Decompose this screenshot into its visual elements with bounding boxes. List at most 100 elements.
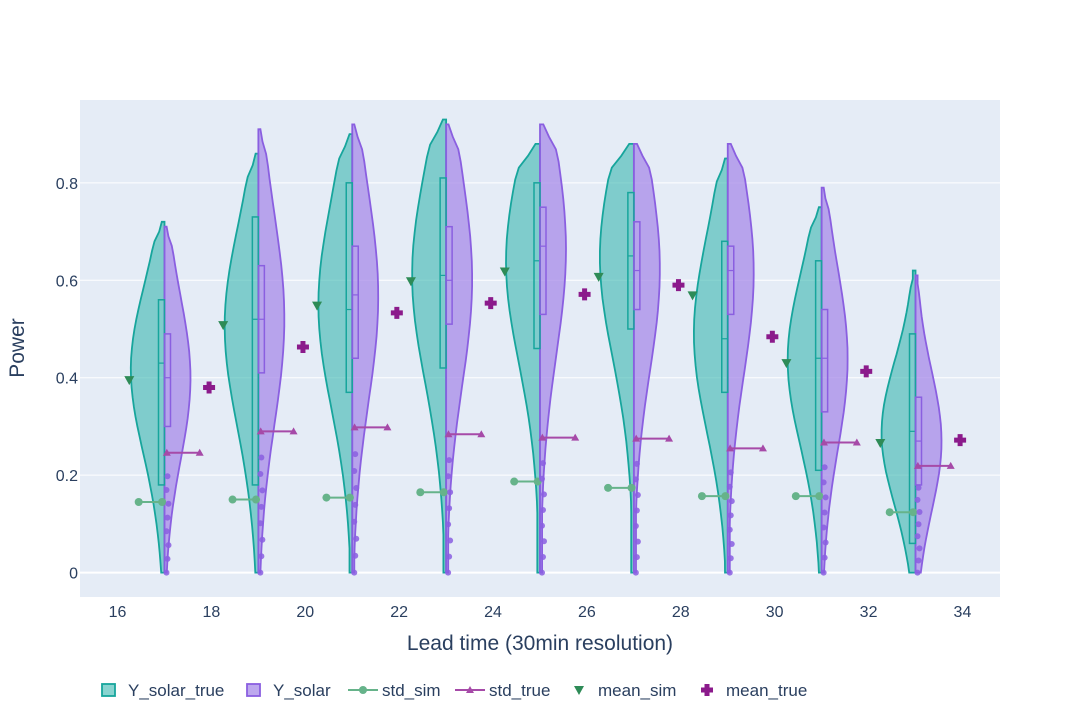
legend-item: Y_solar_true — [101, 681, 224, 700]
x-tick-label: 22 — [390, 604, 408, 621]
x-tick-label: 20 — [296, 604, 314, 621]
y-tick-label: 0.4 — [56, 371, 78, 388]
outlier-point — [914, 569, 921, 576]
outlier-point — [540, 507, 546, 513]
marker-series — [124, 267, 967, 576]
outlier-point — [447, 489, 454, 496]
outlier-point — [445, 473, 452, 480]
std-sim-point — [510, 477, 519, 486]
std-true-point — [350, 423, 359, 431]
outlier-point — [541, 491, 547, 498]
outlier-point — [915, 484, 922, 491]
std-sim-point — [815, 492, 824, 501]
std-sim-point — [627, 483, 636, 492]
outlier-point — [163, 528, 170, 535]
std-sim-point — [416, 488, 425, 497]
violin-solar — [257, 128, 286, 574]
outlier-point — [352, 451, 359, 458]
outlier-point — [447, 537, 454, 544]
mean-sim-point — [499, 267, 510, 277]
std-sim-point — [721, 492, 730, 501]
mean-sim-point — [124, 376, 135, 386]
std-sim-point — [439, 488, 448, 497]
violin-solar-true — [129, 220, 166, 574]
outlier-point — [539, 569, 545, 576]
mean-true-point — [390, 306, 403, 319]
outlier-point — [822, 539, 829, 546]
outlier-point — [632, 569, 639, 576]
std-sim-point — [228, 495, 237, 504]
x-axis-ticks: 16 18 20 22 24 26 28 30 32 34 — [109, 604, 972, 621]
outlier-point — [916, 545, 923, 552]
violin-solar-true — [786, 206, 823, 574]
outlier-point — [914, 533, 921, 540]
std-true-point — [665, 434, 674, 442]
outlier-point — [446, 505, 453, 512]
outlier-point — [446, 553, 453, 560]
legend-marker-mean-true — [701, 684, 713, 696]
std-true-point — [195, 448, 204, 456]
x-tick-label: 30 — [766, 604, 784, 621]
x-tick-label: 34 — [954, 604, 972, 621]
std-sim-point — [252, 495, 261, 504]
outlier-point — [353, 485, 360, 491]
outlier-point — [726, 569, 733, 576]
mean-sim-point — [405, 277, 416, 287]
mean-true-point — [954, 434, 967, 447]
std-true-point — [162, 448, 171, 456]
legend-label: Y_solar — [273, 681, 331, 700]
y-tick-label: 0 — [69, 566, 78, 583]
outlier-point — [726, 483, 733, 490]
x-tick-label: 28 — [672, 604, 690, 621]
legend-item: std_true — [455, 681, 550, 700]
outlier-point — [165, 500, 172, 507]
std-true-point — [946, 461, 955, 469]
legend-marker-mean-sim — [574, 686, 584, 695]
std-true-point — [852, 438, 861, 446]
x-tick-label: 18 — [203, 604, 221, 621]
legend-label: std_sim — [382, 681, 441, 700]
outlier-point — [821, 554, 828, 561]
outlier-point — [258, 553, 265, 560]
mean-sim-point — [593, 272, 604, 282]
outlier-point — [445, 521, 452, 528]
std-true-point — [571, 433, 580, 441]
std-sim-point — [345, 493, 354, 502]
std-sim-point — [697, 492, 706, 501]
box-solar-true — [721, 240, 729, 394]
std-true-point — [819, 438, 828, 446]
y-tick-label: 0.8 — [56, 176, 78, 193]
outlier-point — [915, 557, 922, 564]
mean-true-point — [672, 279, 685, 292]
mean-sim-point — [687, 291, 698, 301]
box-solar — [163, 333, 172, 428]
y-axis-ticks: 0 0.2 0.4 0.6 0.8 — [56, 176, 78, 583]
mean-true-point — [296, 341, 309, 354]
y-tick-label: 0.2 — [56, 468, 78, 485]
outlier-point — [633, 460, 640, 467]
outlier-point — [351, 569, 358, 576]
violin-solar-true — [317, 133, 354, 574]
legend-item: Y_solar — [246, 681, 331, 700]
outlier-point — [633, 507, 640, 514]
box-solar — [351, 245, 359, 359]
std-sim-point — [791, 492, 800, 501]
outlier-point — [163, 569, 170, 576]
outlier-point — [820, 479, 827, 486]
violin-solar-true — [880, 269, 917, 574]
mean-sim-point — [312, 301, 323, 311]
outlier-point — [446, 457, 453, 464]
std-true-point — [726, 444, 735, 452]
legend-label: Y_solar_true — [128, 681, 224, 700]
outlier-point — [915, 521, 922, 528]
mean-sim-point — [218, 321, 229, 331]
std-true-point — [383, 423, 392, 431]
outlier-point — [821, 509, 828, 516]
violin-solar — [163, 225, 192, 574]
outlier-point — [352, 552, 359, 559]
outlier-point — [820, 569, 827, 576]
outlier-point — [445, 569, 452, 576]
mean-sim-point — [875, 439, 886, 449]
outlier-point — [539, 522, 545, 529]
outlier-point — [632, 476, 639, 483]
